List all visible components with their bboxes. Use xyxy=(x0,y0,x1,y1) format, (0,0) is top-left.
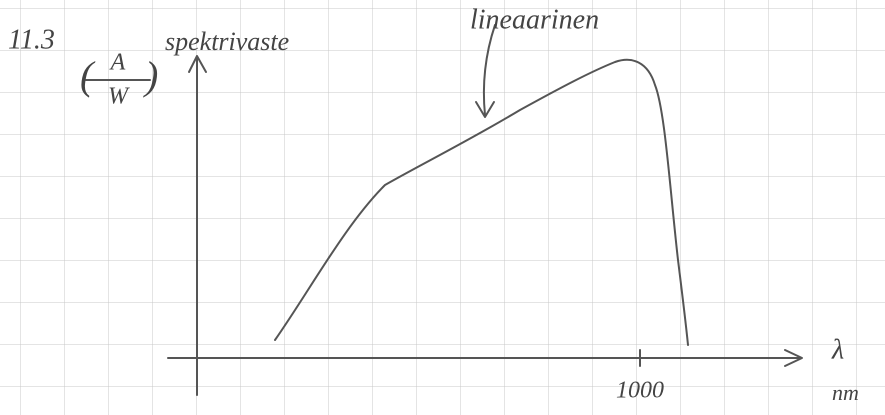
paren-close: ) xyxy=(143,53,158,98)
x-tick-label: 1000 xyxy=(616,378,664,404)
sketch: 11.3 spektrivaste ( ) A W lineaarinen 10… xyxy=(0,0,885,415)
x-axis-unit: nm xyxy=(832,380,859,405)
unit-numerator: A xyxy=(109,50,126,76)
grid-paper xyxy=(0,0,885,415)
annotation-label: lineaarinen xyxy=(470,4,599,35)
exercise-number: 11.3 xyxy=(8,24,55,55)
x-axis-symbol: λ xyxy=(831,334,844,365)
unit-denominator: W xyxy=(108,84,130,110)
y-axis-label: spektrivaste xyxy=(165,27,289,56)
